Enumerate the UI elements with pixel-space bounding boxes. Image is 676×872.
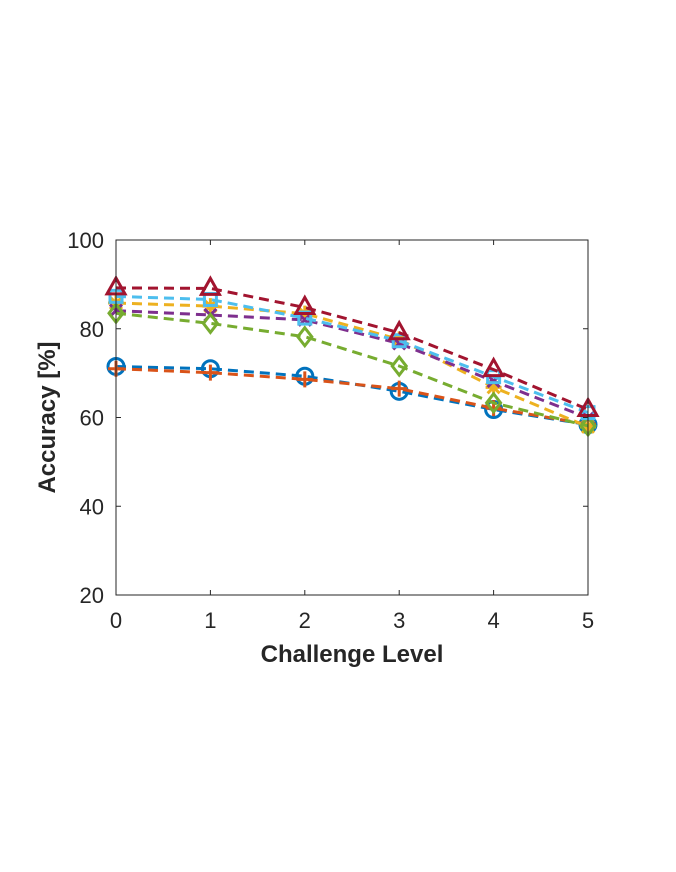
data-point-square bbox=[391, 333, 407, 349]
data-point-triangle bbox=[482, 356, 506, 378]
plot-area bbox=[116, 240, 588, 595]
y-tick-label: 40 bbox=[80, 494, 104, 519]
data-point-diamond bbox=[390, 354, 409, 378]
series-line bbox=[115, 311, 589, 428]
data-point-diamond bbox=[201, 311, 220, 335]
x-tick-label: 1 bbox=[204, 608, 216, 633]
x-tick-label: 2 bbox=[299, 608, 311, 633]
data-point-triangle bbox=[387, 319, 411, 341]
series-line bbox=[115, 301, 589, 429]
data-point-diamond bbox=[484, 391, 503, 415]
data-point-plus bbox=[202, 364, 219, 381]
data-point-plus bbox=[296, 371, 313, 388]
y-axis-label: Accuracy [%] bbox=[34, 341, 61, 493]
series-line bbox=[115, 286, 589, 411]
y-tick-label: 20 bbox=[80, 583, 104, 608]
data-point-star bbox=[485, 379, 502, 396]
data-point-triangle bbox=[198, 275, 222, 296]
x-axis-label: Challenge Level bbox=[261, 641, 444, 668]
ticks-layer: 0 1 2 3 4 5 20 40 60 80 100 bbox=[67, 228, 594, 633]
series-line bbox=[115, 309, 589, 420]
data-point-diamond bbox=[295, 325, 314, 349]
data-point-plus bbox=[391, 380, 408, 397]
series-layer bbox=[104, 274, 600, 438]
y-tick-label: 100 bbox=[67, 228, 104, 253]
y-tick-label: 80 bbox=[80, 317, 104, 342]
data-point-triangle bbox=[293, 294, 317, 315]
x-tick-label: 0 bbox=[110, 608, 122, 633]
x-tick-label: 3 bbox=[393, 608, 405, 633]
series-line bbox=[115, 294, 589, 415]
x-tick-label: 4 bbox=[487, 608, 499, 633]
x-tick-label: 5 bbox=[582, 608, 594, 633]
y-tick-label: 60 bbox=[80, 406, 104, 431]
